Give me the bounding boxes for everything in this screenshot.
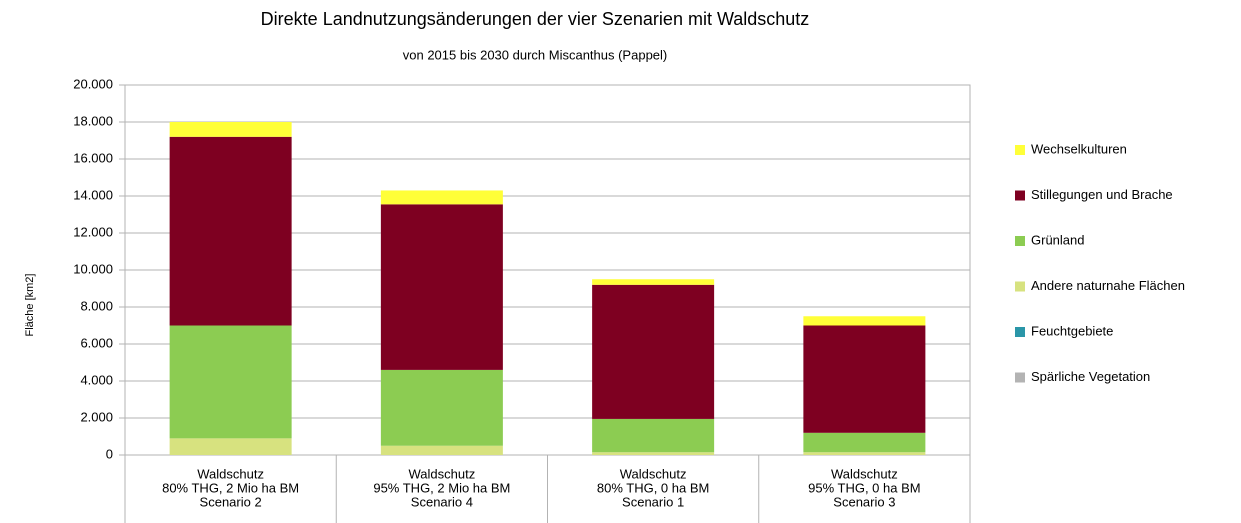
legend-swatch — [1015, 327, 1025, 337]
bar-segment — [380, 204, 503, 370]
y-tick-label: 20.000 — [73, 76, 113, 91]
x-tick-label: 80% THG, 2 Mio ha BM — [162, 480, 299, 495]
legend-label: Feuchtgebiete — [1031, 323, 1113, 338]
y-tick-label: 12.000 — [73, 224, 113, 239]
x-tick-label: 95% THG, 0 ha BM — [808, 480, 920, 495]
bar-segment — [380, 445, 503, 455]
bar-segment — [803, 316, 926, 326]
y-tick-label: 14.000 — [73, 187, 113, 202]
x-tick-label: Scenario 4 — [411, 494, 473, 509]
y-tick-label: 2.000 — [80, 409, 113, 424]
x-tick-label: Waldschutz — [197, 466, 264, 481]
x-tick-label: 95% THG, 2 Mio ha BM — [373, 480, 510, 495]
bar-segment — [169, 136, 292, 326]
bar-segment — [169, 122, 292, 137]
bar-segment — [803, 452, 926, 455]
legend-swatch — [1015, 372, 1025, 383]
y-tick-label: 16.000 — [73, 150, 113, 165]
legend-label: Stillegungen und Brache — [1031, 187, 1173, 202]
y-tick-label: 0 — [106, 446, 113, 461]
bar-segment — [592, 284, 715, 419]
bar-segment — [803, 432, 926, 453]
x-tick-label: Scenario 2 — [200, 494, 262, 509]
x-tick-label: Scenario 1 — [622, 494, 684, 509]
legend-swatch — [1015, 281, 1025, 292]
bar-segment — [169, 325, 292, 439]
legend-swatch — [1015, 145, 1025, 155]
y-tick-label: 8.000 — [80, 298, 113, 313]
chart-title: Direkte Landnutzungsänderungen der vier … — [261, 9, 810, 29]
legend-label: Spärliche Vegetation — [1031, 369, 1150, 384]
legend-swatch — [1015, 190, 1025, 201]
bar-segment — [169, 438, 292, 455]
bar-segment — [380, 190, 503, 205]
legend-label: Andere naturnahe Flächen — [1031, 278, 1185, 293]
bar-segment — [592, 452, 715, 455]
legend-label: Grünland — [1031, 232, 1084, 247]
x-tick-label: Waldschutz — [620, 466, 687, 481]
bar-segment — [803, 325, 926, 433]
x-tick-label: Waldschutz — [409, 466, 476, 481]
y-tick-label: 6.000 — [80, 335, 113, 350]
bar-segment — [592, 418, 715, 453]
x-tick-label: 80% THG, 0 ha BM — [597, 480, 709, 495]
chart-subtitle: von 2015 bis 2030 durch Miscanthus (Papp… — [403, 47, 668, 62]
bar-segment — [592, 279, 715, 285]
legend-label: Wechselkulturen — [1031, 141, 1127, 156]
legend-swatch — [1015, 236, 1025, 246]
y-tick-label: 4.000 — [80, 372, 113, 387]
x-tick-label: Scenario 3 — [833, 494, 895, 509]
y-axis-label: Fläche [km2] — [24, 274, 36, 337]
bar-segment — [380, 369, 503, 446]
x-tick-label: Waldschutz — [831, 466, 898, 481]
y-tick-label: 18.000 — [73, 113, 113, 128]
y-tick-label: 10.000 — [73, 261, 113, 276]
